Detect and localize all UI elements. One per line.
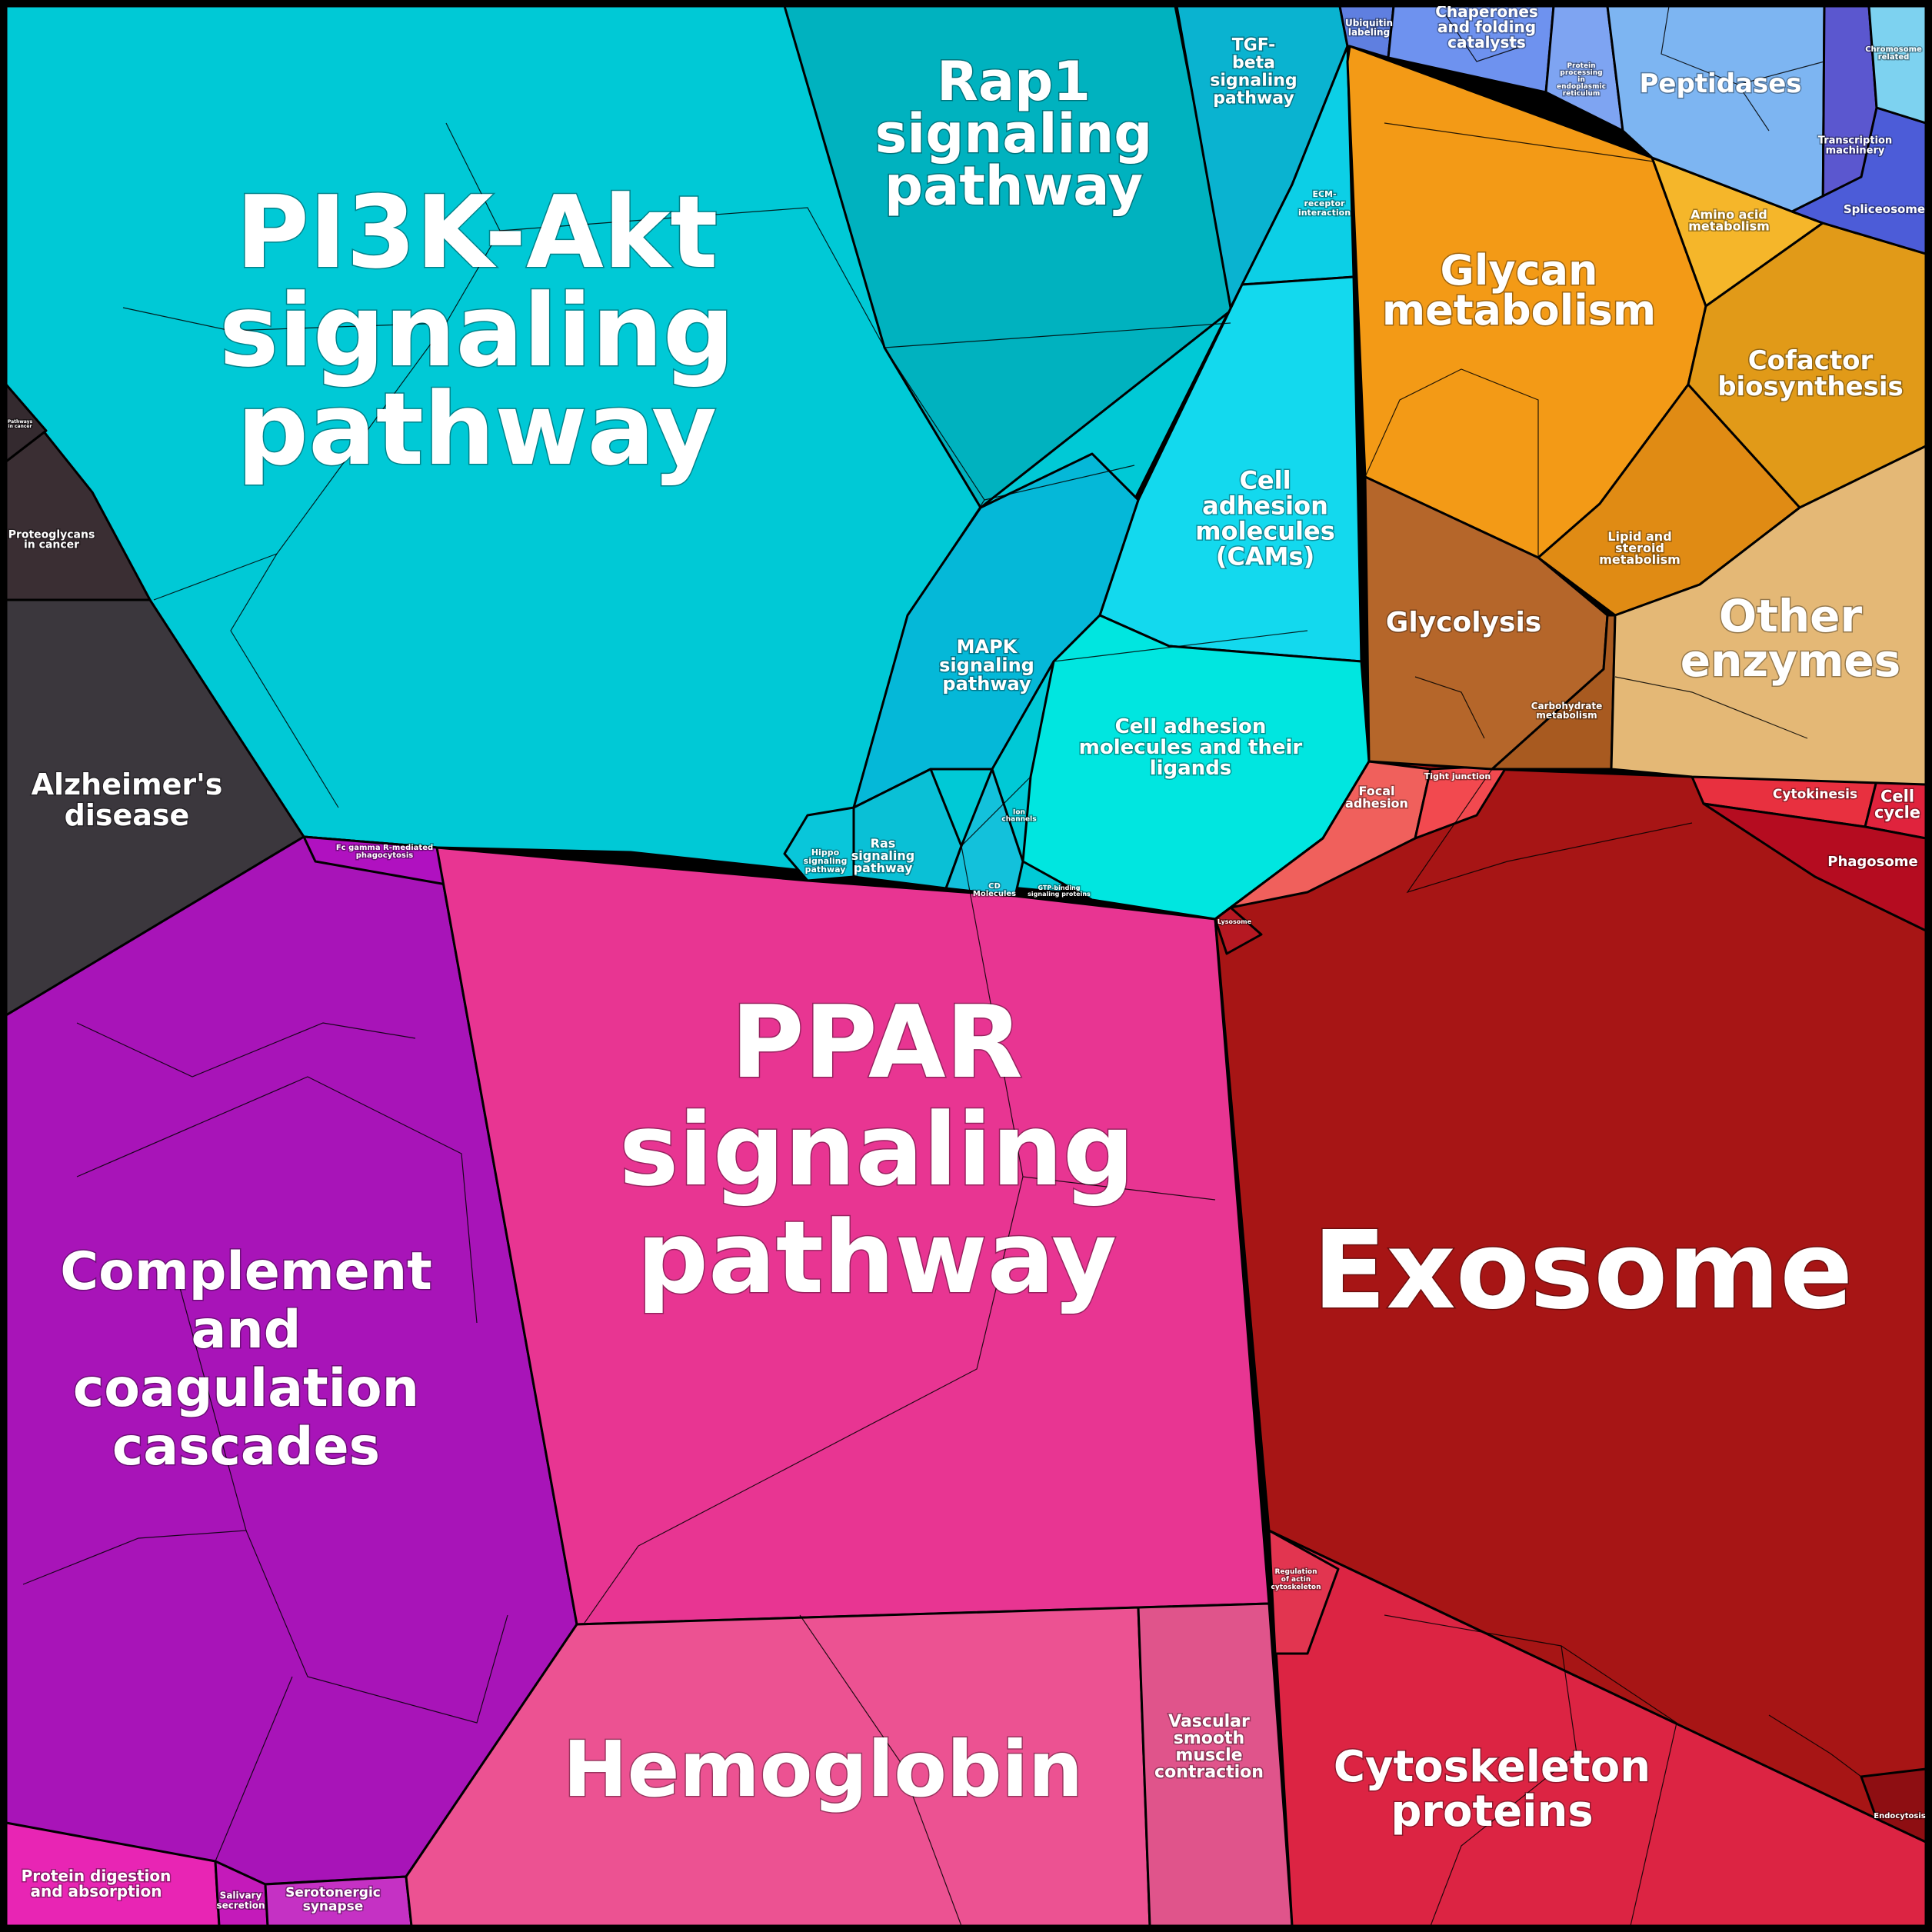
region-lysosome [1214,906,1263,955]
label-glycolysis: Glycolysis [1386,607,1541,638]
label-pathways-cancer: Pathways in cancer [8,419,33,429]
label-fc-gamma: Fc gamma R-mediated phagocytosis [336,844,433,860]
label-ion: Ion channels [1001,809,1036,824]
label-focal-adhesion: Focal adhesion [1345,784,1408,811]
label-serotonergic: Serotonergic synapse [285,1885,381,1914]
label-protein-processing: Protein processing in endoplasmic reticulum [1557,62,1606,98]
label-transcription: Transcription machinery [1818,135,1892,157]
label-spliceosome: Spliceosome [1844,202,1925,216]
label-alzheimers: Alzheimer's disease [32,768,223,832]
label-ubiquitin: Ubiquitin labeling [1345,18,1393,38]
subdivision-lines [22,5,1927,1927]
label-cell-cycle: Cell cycle [1874,788,1920,822]
label-glycan: Glycan metabolism [1382,246,1656,335]
label-salivary: Salivary secretion [216,1890,265,1911]
label-exosome: Exosome [1313,1208,1853,1334]
label-cam-ligands: Cell adhesion molecules and their ligands [1079,715,1303,780]
label-cd: CD Molecules [973,882,1016,898]
label-cytoskeleton: Cytoskeleton proteins [1334,1742,1651,1837]
label-tight-junction: Tight junction [1424,771,1491,781]
label-tgf-beta: TGF-beta signaling pathway [1210,36,1297,108]
label-regulation-actin: Regulation of actin cytoskeleton [1271,1568,1321,1591]
label-complement: Complement and coagulation cascades [60,1241,431,1477]
label-endocytosis: Endocytosis [1874,1812,1925,1820]
label-carbohydrate: Carbohydrate metabolism [1531,701,1603,721]
label-ecm-receptor: ECM-receptor interaction [1298,189,1351,218]
label-cytokinesis: Cytokinesis [1773,787,1857,802]
label-pi3k-akt: PI3K-Akt signaling pathway [219,174,734,488]
label-lipid: Lipid and steroid metabolism [1599,529,1681,567]
label-hippo: Hippo signaling pathway [804,848,848,874]
region-chromosome [1867,5,1927,125]
label-gtp: GTP-binding signaling proteins [1028,884,1091,898]
region-regulation-actin [1267,1529,1340,1655]
label-rap1: Rap1 signaling pathway [875,50,1153,218]
label-amino-acid: Amino acid metabolism [1688,208,1770,234]
label-protein-digestion: Protein digestion and absorption [22,1867,172,1900]
region-labels: PI3K-Akt signaling pathway Rap1 signaling pa… [6,2,1927,1916]
label-chromosome: Chromosome related [1865,45,1922,62]
label-proteoglycans: Proteoglycans in cancer [8,529,95,551]
label-cofactor: Cofactor biosynthesis [1717,345,1904,402]
label-vascular: Vascular smooth muscle contraction [1154,1712,1264,1782]
label-chaperones: Chaperones and folding catalysts [1435,2,1538,52]
label-lysosome: Lysosome [1217,918,1252,925]
label-hemoglobin: Hemoglobin [563,1724,1083,1814]
label-phagosome: Phagosome [1827,854,1917,870]
label-cams: Cell adhesion molecules (CAMs) [1195,466,1334,571]
label-ras: Ras signaling pathway [851,836,914,875]
label-peptidases: Peptidases [1639,68,1801,99]
label-mapk: MAPK signaling pathway [939,636,1034,695]
label-other-enzymes: Other enzymes [1681,590,1901,687]
label-ppar: PPAR signaling pathway [619,984,1134,1316]
